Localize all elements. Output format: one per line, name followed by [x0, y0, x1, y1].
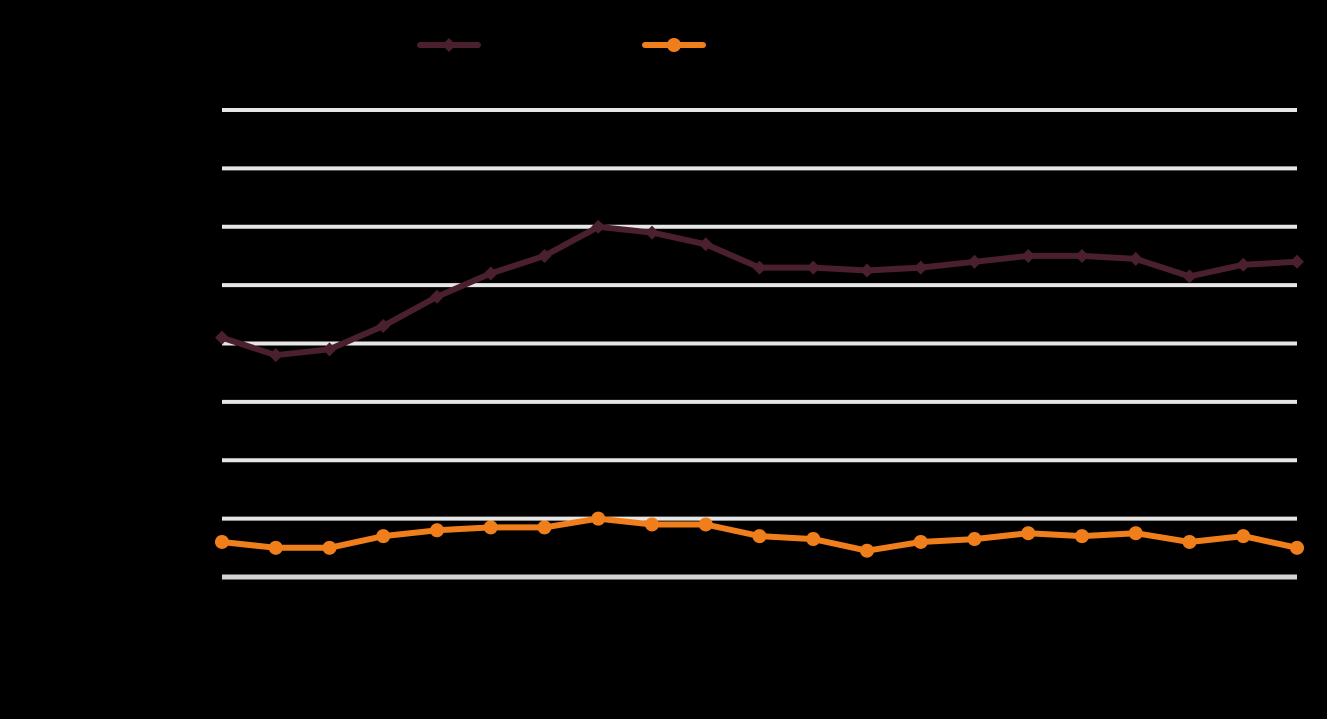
series-2	[215, 511, 1304, 558]
series-1-point	[483, 266, 498, 281]
series-1-point	[1182, 269, 1197, 284]
series-2-point	[483, 520, 498, 535]
series-1-point	[1290, 254, 1304, 269]
series-1-point	[752, 260, 767, 275]
series-1-point	[376, 318, 391, 333]
series-2-point	[591, 511, 606, 526]
legend-item-1	[417, 38, 481, 52]
series-2-point	[913, 534, 928, 549]
series-2-point	[967, 532, 982, 547]
series-2-point	[1182, 534, 1197, 549]
series-1-point	[591, 219, 606, 234]
series-1-point	[215, 330, 229, 345]
series-2-point	[268, 540, 283, 555]
series-1-point	[806, 260, 821, 275]
series-2-point	[430, 523, 444, 538]
series-2-point	[1075, 529, 1089, 544]
legend	[417, 38, 706, 52]
gridlines	[222, 108, 1297, 580]
series-2-point	[537, 520, 552, 535]
legend-marker-1	[442, 38, 456, 52]
series-2-point	[698, 517, 713, 532]
series-2-point	[1236, 529, 1251, 544]
series-1-point	[322, 342, 337, 357]
series-2-point	[322, 540, 337, 555]
series-1-point	[537, 248, 552, 263]
series-1-point	[268, 348, 283, 363]
series-1-point	[913, 260, 928, 275]
series-1-point	[430, 289, 444, 304]
series-1-point	[1021, 248, 1036, 263]
series-1-point	[645, 225, 659, 240]
series-1-point	[1128, 251, 1143, 266]
series-2-point	[645, 517, 659, 532]
series-1-point	[1075, 248, 1089, 263]
series-2-point	[752, 529, 767, 544]
legend-marker-2	[667, 38, 681, 52]
series-1-point	[860, 263, 874, 278]
series-2-point	[376, 529, 391, 544]
series-1	[215, 219, 1304, 363]
series-2-point	[806, 532, 821, 547]
legend-item-2	[642, 38, 706, 52]
series-2-point	[215, 534, 229, 549]
series-2-point	[860, 543, 874, 558]
series-2-point	[1290, 540, 1304, 555]
series-1-point	[1236, 257, 1251, 272]
series-1-point	[967, 254, 982, 269]
series-1-line	[221, 223, 1298, 359]
series-2-point	[1128, 526, 1143, 541]
series-2-point	[1021, 526, 1036, 541]
series-lines	[215, 219, 1304, 558]
series-1-point	[698, 237, 713, 252]
